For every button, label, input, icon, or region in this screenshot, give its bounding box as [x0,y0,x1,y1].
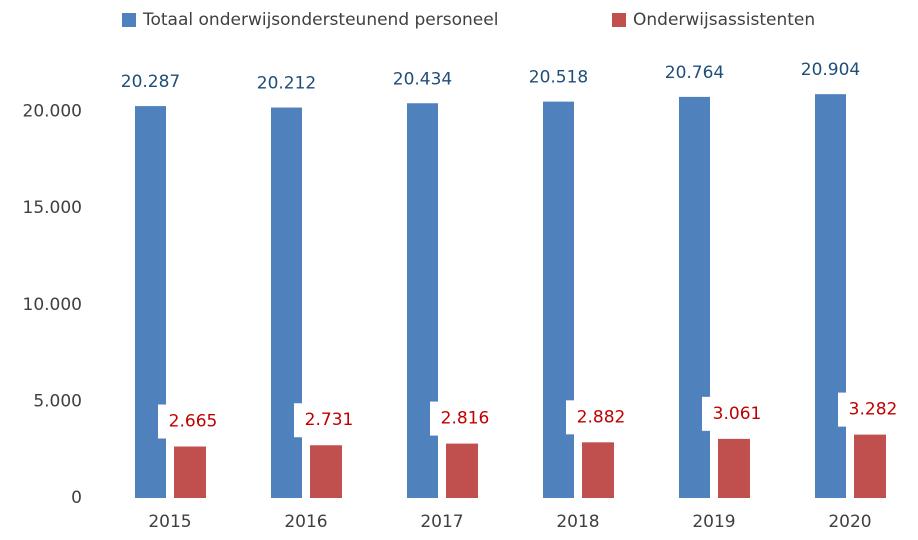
bar [446,443,478,498]
bar [310,445,342,498]
legend-label: Totaal onderwijsondersteunend personeel [142,10,498,30]
data-label: 20.518 [529,68,588,88]
data-label-box [430,401,500,436]
data-label-box [566,400,636,435]
y-tick-label: 0 [71,488,82,508]
data-label: 20.764 [665,63,724,83]
data-label: 3.282 [849,400,898,420]
bar [815,94,846,498]
bar [679,96,710,499]
x-tick-label: 2020 [828,512,871,532]
bar [271,107,302,499]
y-tick-label: 5.000 [33,391,82,411]
x-tick-label: 2016 [284,512,327,532]
legend-label: Onderwijsassistenten [633,10,815,30]
bar [854,434,886,498]
data-label: 20.904 [801,60,860,80]
x-tick-label: 2017 [420,512,463,532]
data-label: 20.434 [393,69,452,89]
y-tick-label: 10.000 [23,295,82,315]
data-label-box [702,396,772,431]
bar [174,446,206,498]
data-label: 20.212 [257,74,316,94]
bar [407,103,438,499]
data-label-box [838,392,908,427]
legend-swatch [122,13,136,27]
x-tick-label: 2019 [692,512,735,532]
y-tick-label: 15.000 [23,198,82,218]
data-label: 3.061 [713,404,762,424]
data-label: 20.287 [121,72,180,92]
data-label-box [294,403,364,438]
x-tick-label: 2018 [556,512,599,532]
bar [582,442,614,498]
y-tick-label: 20.000 [23,102,82,122]
data-label: 2.882 [577,407,626,427]
bar [135,106,166,499]
legend-swatch [612,13,626,27]
data-label-box [158,404,228,439]
data-label: 2.731 [305,410,354,430]
bar [543,101,574,498]
bar [718,438,750,498]
x-tick-label: 2015 [148,512,191,532]
data-label: 2.816 [441,409,490,429]
data-label: 2.665 [169,412,218,432]
